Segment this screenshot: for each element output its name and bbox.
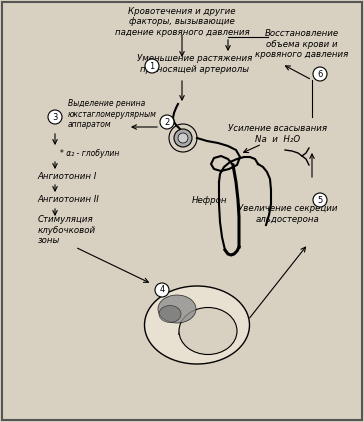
Circle shape [145,59,159,73]
Text: 5: 5 [317,195,323,205]
Ellipse shape [159,306,181,322]
Ellipse shape [158,295,196,323]
Ellipse shape [179,308,237,354]
Text: Нефрон: Нефрон [192,195,228,205]
Text: Выделение ренина
юкстагломерулярным
аппаратом: Выделение ренина юкстагломерулярным аппа… [68,99,157,129]
FancyBboxPatch shape [2,2,362,420]
Text: Кровотечения и другие
факторы, вызывающие
падение кровяного давления: Кровотечения и другие факторы, вызывающи… [115,7,249,37]
Circle shape [155,283,169,297]
Text: * α₂ - глобулин: * α₂ - глобулин [60,149,119,157]
Text: Ангиотонин I: Ангиотонин I [37,171,96,181]
Text: Ангиотонин II: Ангиотонин II [37,195,99,203]
Circle shape [313,193,327,207]
Circle shape [178,133,188,143]
Circle shape [160,115,174,129]
Circle shape [174,129,192,147]
Text: Уменьшение растяжения
приносящей артериолы: Уменьшение растяжения приносящей артерио… [137,54,253,74]
Text: Стимуляция
клубочковой
зоны: Стимуляция клубочковой зоны [38,215,96,245]
Text: 1: 1 [149,62,155,70]
Text: Надпочечник: Надпочечник [178,327,238,336]
Circle shape [48,110,62,124]
Circle shape [313,67,327,81]
Ellipse shape [145,286,249,364]
Text: 4: 4 [159,286,165,295]
Text: Увеличение секреции
альдостерона: Увеличение секреции альдостерона [238,204,338,224]
Text: Усиление всасывания
Na  и  H₂O: Усиление всасывания Na и H₂O [229,124,328,144]
Text: 6: 6 [317,70,323,78]
Text: 2: 2 [165,117,170,127]
Text: 3: 3 [52,113,58,122]
Text: Восстановление
объема крови и
кровяного давления: Восстановление объема крови и кровяного … [255,29,349,59]
